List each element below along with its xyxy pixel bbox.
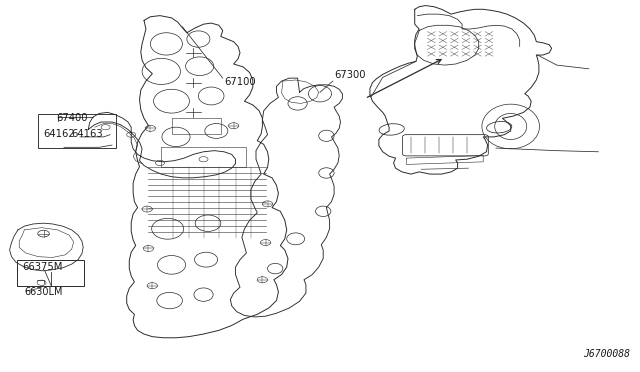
Text: J6700088: J6700088: [584, 349, 630, 359]
Text: 66375M: 66375M: [22, 262, 62, 272]
Text: 67400: 67400: [56, 113, 88, 123]
Text: 67300: 67300: [334, 70, 365, 80]
Text: 64163: 64163: [72, 129, 103, 139]
Text: 67100: 67100: [224, 77, 255, 87]
Text: 64162: 64162: [44, 129, 76, 139]
Text: 6630LM: 6630LM: [24, 286, 63, 296]
